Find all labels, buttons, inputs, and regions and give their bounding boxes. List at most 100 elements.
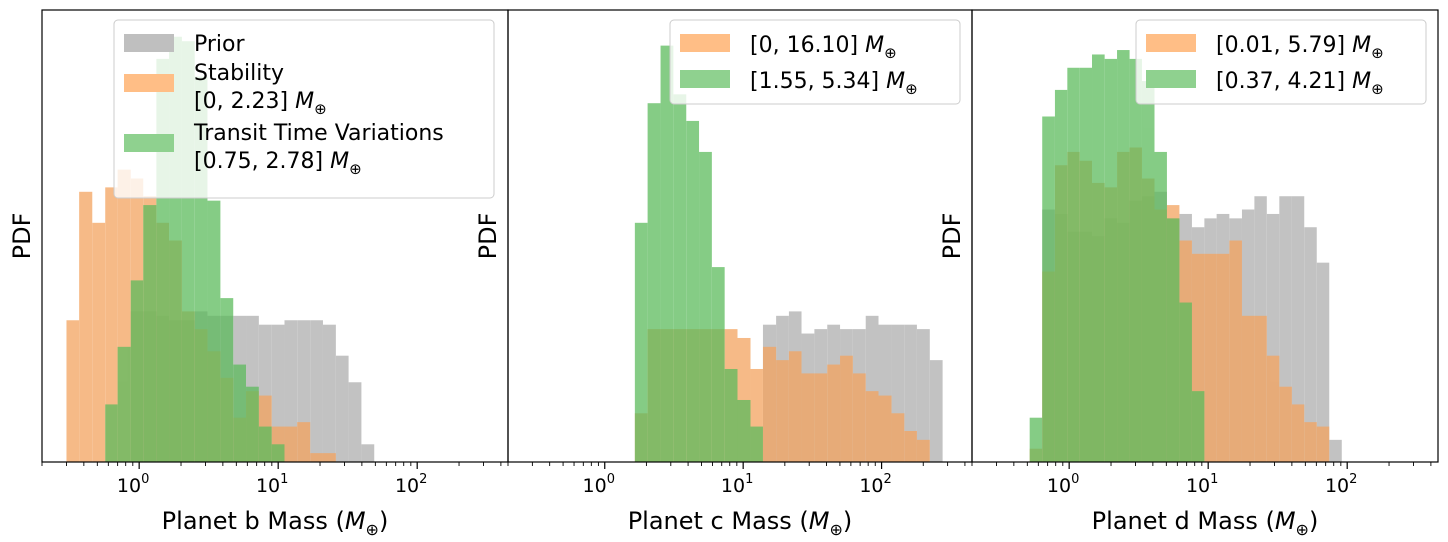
legend-range-stability: [0, 2.23] M⊕ [194, 89, 327, 118]
bar-ttv-3 [1067, 67, 1080, 463]
legend-range-ttv: [0.37, 4.21] M⊕ [1216, 69, 1384, 98]
tick-label-100: 102 [1325, 472, 1357, 497]
legend-label-prior: Prior [194, 32, 245, 57]
bar-ttv-16 [271, 444, 285, 462]
legend-swatch-prior [124, 34, 174, 52]
bar-prior-20 [322, 324, 336, 462]
bar-stability-3 [105, 187, 118, 462]
legend-box [669, 19, 961, 105]
bar-prior-24 [1329, 439, 1342, 462]
bar-stability-17 [1241, 315, 1255, 462]
x-axis-label: Planet c Mass (M⊕) [628, 507, 853, 539]
x-ticks [507, 462, 966, 469]
series-ttv [1029, 50, 1205, 463]
tick-label-1: 100 [1047, 472, 1079, 497]
bar-ttv-6 [143, 205, 157, 463]
bar-stability-18 [1254, 315, 1267, 462]
bar-ttv-13 [1191, 391, 1205, 462]
bar-stability-16 [1229, 240, 1242, 462]
y-axis-label: PDF [938, 213, 966, 260]
bar-ttv-5 [699, 151, 712, 463]
bar-stability-19 [1266, 355, 1280, 462]
legend-swatch-stability [124, 74, 174, 92]
bar-stability-20 [1279, 386, 1292, 462]
legend-swatch-ttv [680, 70, 730, 88]
bar-stability-23 [1316, 426, 1330, 462]
bar-stability-10 [762, 346, 777, 462]
bar-ttv-8 [1129, 58, 1142, 462]
legend-range-ttv: [0.75, 2.78] M⊕ [194, 149, 362, 178]
legend-box [113, 19, 495, 199]
bar-ttv-5 [130, 280, 144, 462]
bar-ttv-0 [1029, 417, 1043, 462]
bar-stability-21 [1291, 404, 1305, 462]
legend-swatch-ttv [124, 134, 174, 152]
bar-stability-0 [66, 320, 80, 462]
bar-prior-23 [929, 360, 943, 462]
bar-ttv-5 [1092, 54, 1105, 462]
tick-label-100: 102 [395, 472, 427, 497]
bar-prior-23 [1316, 262, 1330, 462]
bar-ttv-0 [634, 222, 648, 462]
tick-label-10: 101 [1186, 472, 1218, 497]
legend-box [1135, 19, 1427, 105]
bar-prior-21 [1291, 196, 1305, 462]
bar-ttv-4 [686, 120, 700, 462]
bar-ttv-1 [647, 103, 661, 463]
bar-prior-22 [916, 329, 930, 462]
bar-stability-20 [891, 413, 905, 462]
legend: [0, 16.10] M⊕ [1.55, 5.34] M⊕ [669, 19, 961, 105]
bar-ttv-9 [750, 426, 763, 462]
bar-ttv-12 [220, 298, 234, 462]
bar-ttv-6 [1104, 58, 1118, 462]
bar-ttv-15 [258, 426, 272, 462]
bar-stability-14 [814, 373, 828, 462]
legend-swatch-stability [680, 34, 730, 52]
bar-ttv-8 [737, 399, 751, 462]
bar-stability-1 [79, 191, 93, 462]
bar-ttv-4 [117, 346, 131, 462]
legend-range-stability: [0.01, 5.79] M⊕ [1216, 33, 1384, 62]
x-ticks [971, 462, 1432, 469]
legend-swatch-ttv [1146, 70, 1196, 88]
tick-label-10: 101 [721, 472, 753, 497]
bar-ttv-13 [233, 364, 247, 462]
bar-stability-20 [322, 453, 336, 462]
x-axis-label: Planet d Mass (M⊕) [1092, 507, 1319, 539]
bar-ttv-14 [246, 386, 259, 462]
bar-ttv-11 [207, 200, 221, 462]
bar-stability-18 [297, 422, 311, 462]
legend: [0.01, 5.79] M⊕ [0.37, 4.21] M⊕ [1135, 19, 1427, 105]
bar-prior-21 [335, 355, 349, 462]
bar-stability-12 [788, 351, 802, 462]
bar-stability-21 [904, 430, 917, 462]
legend-label-ttv: Transit Time Variations [193, 121, 444, 146]
bar-stability-15 [827, 364, 841, 462]
bar-ttv-7 [724, 368, 738, 462]
bar-ttv-3 [105, 404, 118, 462]
legend-swatch-stability [1146, 34, 1196, 52]
tick-label-100: 102 [859, 472, 891, 497]
bar-stability-19 [310, 453, 323, 462]
legend: Prior Stability [0, 2.23] M⊕ Transit Time V… [113, 19, 495, 199]
bar-prior-19 [310, 320, 323, 462]
bar-ttv-7 [1117, 50, 1130, 462]
tick-label-1: 100 [117, 472, 149, 497]
bar-stability-14 [1204, 253, 1217, 462]
legend-range-ttv: [1.55, 5.34] M⊕ [750, 69, 918, 98]
bar-stability-15 [1216, 253, 1230, 462]
bar-stability-11 [776, 360, 789, 462]
bar-stability-22 [916, 439, 930, 462]
bar-stability-16 [840, 355, 853, 462]
bar-ttv-2 [1054, 89, 1068, 462]
bar-ttv-10 [1154, 151, 1167, 463]
bar-ttv-12 [1179, 302, 1192, 462]
bar-ttv-11 [1166, 218, 1180, 462]
bar-prior-22 [1304, 227, 1317, 462]
y-axis-label: PDF [8, 213, 36, 260]
bar-stability-17 [284, 426, 298, 462]
